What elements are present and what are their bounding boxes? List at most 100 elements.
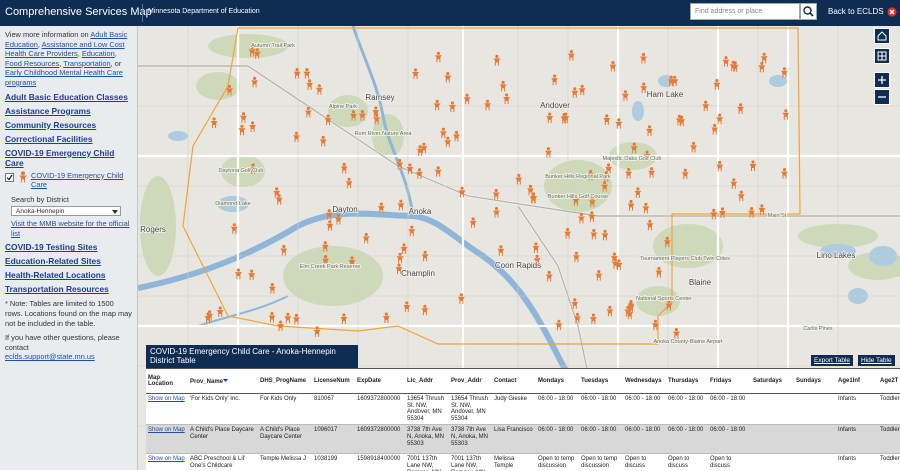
- checkbox[interactable]: [5, 172, 14, 182]
- map-marker[interactable]: [710, 208, 718, 220]
- column-header[interactable]: Prov_Addr: [449, 369, 492, 394]
- map-marker[interactable]: [439, 127, 447, 139]
- map-marker[interactable]: [562, 112, 570, 124]
- map-marker[interactable]: [382, 312, 390, 324]
- district-select[interactable]: Anoka-Hennepin: [11, 206, 121, 217]
- map-marker[interactable]: [448, 101, 456, 112]
- map-marker[interactable]: [532, 242, 540, 253]
- map-marker[interactable]: [503, 93, 511, 104]
- map-marker[interactable]: [249, 121, 257, 132]
- map-marker[interactable]: [249, 163, 257, 174]
- map-marker[interactable]: [216, 306, 224, 317]
- section-link[interactable]: COVID-19 Testing Sites: [5, 242, 98, 253]
- map-marker[interactable]: [713, 79, 721, 90]
- map-marker[interactable]: [421, 250, 429, 262]
- map-marker[interactable]: [567, 50, 575, 61]
- map-marker[interactable]: [546, 112, 554, 124]
- map-marker[interactable]: [527, 184, 534, 196]
- map-marker[interactable]: [268, 311, 276, 323]
- map-marker[interactable]: [322, 255, 330, 266]
- map-marker[interactable]: [646, 125, 653, 136]
- section-link[interactable]: Correctional Facilities: [5, 133, 93, 144]
- map-marker[interactable]: [630, 142, 638, 154]
- map-marker[interactable]: [416, 145, 424, 156]
- map-marker[interactable]: [711, 123, 719, 135]
- intro-link[interactable]: Early Childhood Mental Health Care progr…: [5, 68, 123, 87]
- map-marker[interactable]: [634, 187, 642, 198]
- map-marker[interactable]: [492, 188, 500, 200]
- map-marker[interactable]: [588, 211, 596, 222]
- map-marker[interactable]: [234, 268, 242, 280]
- map-marker[interactable]: [345, 177, 353, 189]
- home-button[interactable]: [874, 28, 890, 44]
- map-marker[interactable]: [655, 266, 663, 278]
- map-marker[interactable]: [240, 112, 247, 123]
- search-box[interactable]: Find address or place: [690, 3, 800, 20]
- map-marker[interactable]: [303, 68, 311, 79]
- map-marker[interactable]: [595, 270, 603, 281]
- map-marker[interactable]: [420, 142, 428, 154]
- map-marker[interactable]: [412, 68, 419, 79]
- map-marker[interactable]: [458, 186, 466, 198]
- map[interactable]: Ramsey Andover Ham Lake Anoka Coon Rapids Cha…: [138, 26, 900, 470]
- column-header[interactable]: Age1Inf: [836, 369, 878, 394]
- map-marker[interactable]: [321, 241, 329, 252]
- map-marker[interactable]: [396, 252, 404, 264]
- export-button[interactable]: Export Table: [811, 355, 854, 366]
- map-marker[interactable]: [484, 99, 492, 111]
- map-marker[interactable]: [408, 225, 416, 237]
- map-marker[interactable]: [615, 118, 623, 129]
- map-marker[interactable]: [406, 163, 414, 174]
- map-marker[interactable]: [573, 312, 581, 324]
- intro-link[interactable]: Transportation: [63, 58, 111, 68]
- map-marker[interactable]: [515, 173, 523, 185]
- map-marker[interactable]: [284, 312, 292, 324]
- map-marker[interactable]: [571, 87, 579, 98]
- map-marker[interactable]: [326, 220, 334, 231]
- map-marker[interactable]: [646, 219, 654, 231]
- map-marker[interactable]: [722, 56, 730, 67]
- column-header[interactable]: ExpDate: [355, 369, 405, 394]
- map-marker[interactable]: [463, 93, 471, 105]
- section-link[interactable]: Education-Related Sites: [5, 256, 101, 267]
- map-marker[interactable]: [324, 114, 332, 126]
- map-marker[interactable]: [362, 232, 370, 244]
- map-marker[interactable]: [292, 313, 300, 325]
- map-marker[interactable]: [665, 299, 673, 311]
- map-marker[interactable]: [716, 160, 724, 172]
- map-marker[interactable]: [643, 150, 651, 162]
- map-marker[interactable]: [702, 100, 710, 112]
- section-link[interactable]: Community Resources: [5, 119, 97, 130]
- column-header[interactable]: Tuesdays: [579, 369, 623, 394]
- back-link[interactable]: Back to ECLDS: [828, 7, 884, 16]
- map-marker[interactable]: [572, 195, 580, 206]
- map-marker[interactable]: [758, 61, 766, 73]
- map-marker[interactable]: [588, 196, 596, 208]
- map-marker[interactable]: [640, 82, 648, 94]
- map-marker[interactable]: [400, 243, 408, 254]
- map-marker[interactable]: [716, 113, 724, 125]
- map-marker[interactable]: [206, 310, 214, 321]
- map-marker[interactable]: [651, 319, 659, 331]
- map-marker[interactable]: [415, 168, 423, 179]
- map-marker[interactable]: [457, 293, 465, 304]
- column-header[interactable]: Contact: [492, 369, 536, 394]
- map-marker[interactable]: [564, 228, 572, 239]
- map-marker[interactable]: [315, 84, 323, 95]
- map-marker[interactable]: [611, 258, 619, 269]
- show-on-map-link[interactable]: Show on Map: [148, 427, 185, 434]
- map-marker[interactable]: [640, 52, 647, 64]
- map-marker[interactable]: [358, 110, 366, 121]
- map-marker[interactable]: [625, 168, 633, 179]
- column-header[interactable]: DHS_ProgName: [258, 369, 312, 394]
- zoom-in[interactable]: [874, 72, 890, 88]
- map-marker[interactable]: [421, 304, 429, 316]
- intro-link[interactable]: Food Resources: [5, 58, 60, 68]
- map-marker[interactable]: [273, 187, 281, 198]
- map-marker[interactable]: [499, 80, 507, 92]
- map-marker[interactable]: [578, 84, 586, 96]
- map-marker[interactable]: [572, 251, 580, 263]
- column-header[interactable]: Sundays: [794, 369, 836, 394]
- map-marker[interactable]: [238, 124, 246, 136]
- column-header[interactable]: Mondays: [536, 369, 579, 394]
